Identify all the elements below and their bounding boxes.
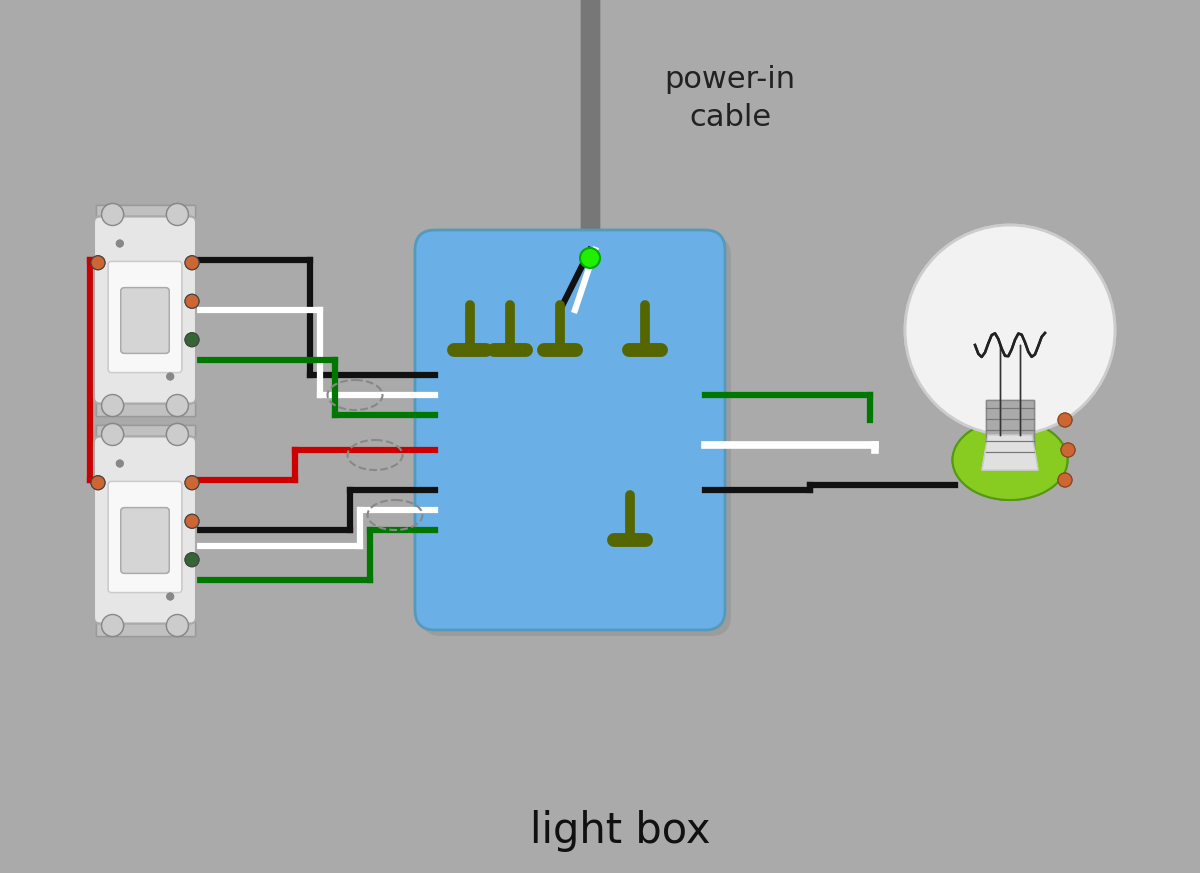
Circle shape: [905, 225, 1115, 435]
Circle shape: [185, 553, 199, 567]
FancyBboxPatch shape: [108, 262, 181, 373]
Bar: [986, 400, 1034, 465]
FancyBboxPatch shape: [94, 217, 196, 403]
Circle shape: [185, 333, 199, 347]
Circle shape: [185, 294, 199, 308]
Circle shape: [1058, 473, 1072, 487]
Circle shape: [185, 294, 199, 308]
FancyBboxPatch shape: [121, 287, 169, 354]
Circle shape: [102, 615, 124, 636]
FancyBboxPatch shape: [415, 230, 725, 630]
Circle shape: [185, 553, 199, 567]
Text: power-in
cable: power-in cable: [665, 65, 796, 132]
Circle shape: [102, 203, 124, 225]
FancyBboxPatch shape: [421, 236, 731, 636]
FancyBboxPatch shape: [108, 482, 181, 593]
FancyBboxPatch shape: [94, 436, 196, 623]
FancyBboxPatch shape: [121, 507, 169, 574]
FancyBboxPatch shape: [108, 262, 181, 373]
Bar: [96, 424, 194, 444]
Bar: [96, 615, 194, 636]
Circle shape: [167, 395, 188, 416]
Circle shape: [167, 203, 188, 225]
Circle shape: [166, 593, 174, 601]
Circle shape: [167, 615, 188, 636]
Text: light box: light box: [529, 810, 710, 852]
Circle shape: [91, 476, 106, 490]
Circle shape: [91, 256, 106, 270]
Circle shape: [167, 395, 188, 416]
Circle shape: [185, 333, 199, 347]
Circle shape: [166, 373, 174, 381]
Bar: [986, 400, 1034, 465]
Bar: [96, 204, 194, 224]
Circle shape: [185, 514, 199, 528]
Circle shape: [115, 459, 124, 468]
Circle shape: [167, 203, 188, 225]
Circle shape: [115, 459, 124, 468]
Circle shape: [102, 615, 124, 636]
Circle shape: [102, 423, 124, 445]
Bar: [96, 395, 194, 416]
FancyBboxPatch shape: [121, 507, 169, 574]
FancyBboxPatch shape: [108, 482, 181, 593]
Circle shape: [580, 248, 600, 268]
FancyBboxPatch shape: [94, 436, 196, 623]
Circle shape: [1058, 413, 1072, 427]
Bar: [96, 204, 194, 224]
Circle shape: [185, 256, 199, 270]
Bar: [96, 424, 194, 444]
Polygon shape: [982, 435, 1038, 470]
Bar: [96, 395, 194, 416]
Circle shape: [167, 423, 188, 445]
Circle shape: [166, 593, 174, 601]
Polygon shape: [982, 435, 1038, 470]
Circle shape: [1061, 443, 1075, 457]
Circle shape: [115, 239, 124, 248]
Circle shape: [905, 225, 1115, 435]
Circle shape: [166, 373, 174, 381]
Circle shape: [102, 203, 124, 225]
Circle shape: [102, 395, 124, 416]
Circle shape: [167, 423, 188, 445]
Circle shape: [102, 395, 124, 416]
FancyBboxPatch shape: [121, 287, 169, 354]
Circle shape: [102, 423, 124, 445]
Bar: [96, 615, 194, 636]
Circle shape: [185, 256, 199, 270]
Circle shape: [91, 476, 106, 490]
Circle shape: [185, 476, 199, 490]
Circle shape: [1058, 413, 1072, 427]
Circle shape: [185, 476, 199, 490]
Circle shape: [167, 615, 188, 636]
Ellipse shape: [953, 420, 1068, 500]
Circle shape: [91, 256, 106, 270]
FancyBboxPatch shape: [94, 217, 196, 403]
Circle shape: [1061, 443, 1075, 457]
Ellipse shape: [953, 420, 1068, 500]
Circle shape: [1058, 473, 1072, 487]
Circle shape: [115, 239, 124, 248]
Circle shape: [185, 514, 199, 528]
